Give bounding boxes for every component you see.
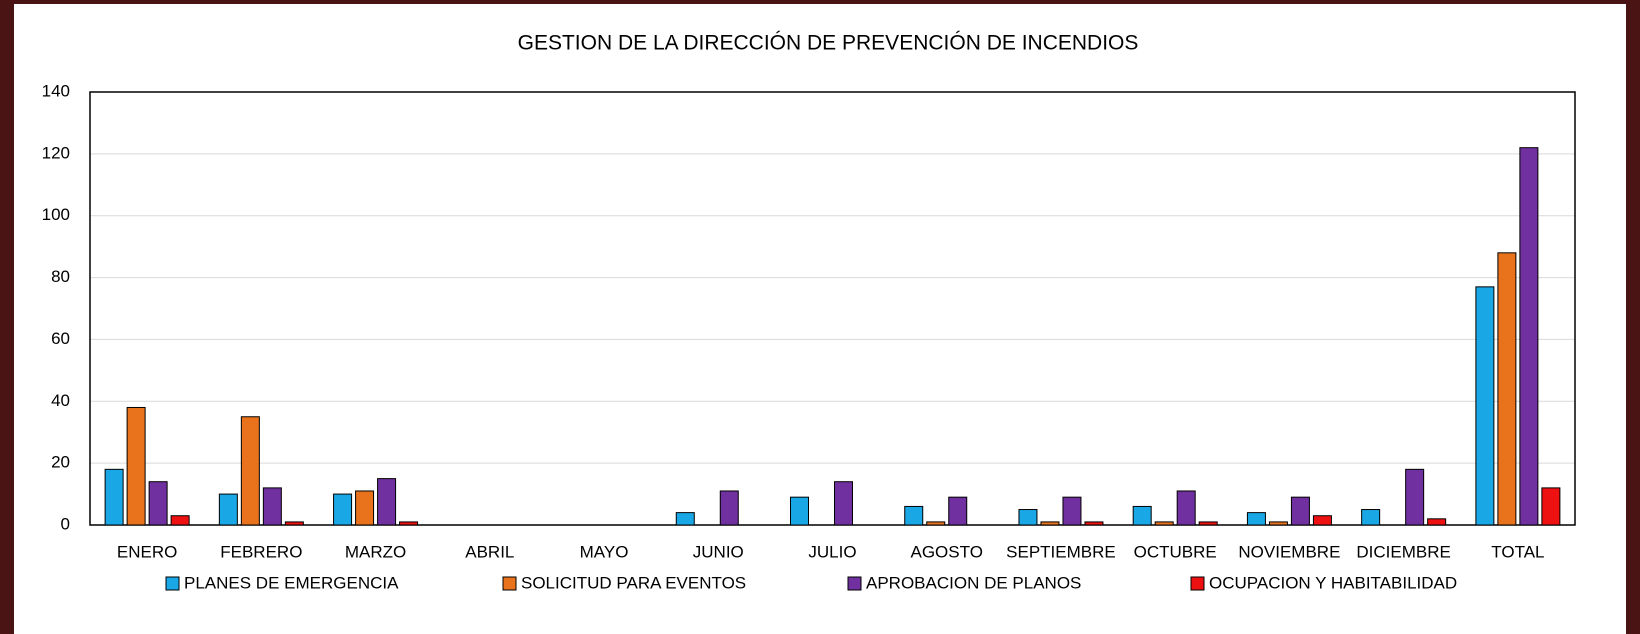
bar bbox=[904, 505, 924, 526]
legend-swatch bbox=[1190, 576, 1205, 591]
x-tick-label: SEPTIEMBRE bbox=[1006, 542, 1116, 561]
y-tick-label: 60 bbox=[51, 329, 70, 348]
bar bbox=[1497, 252, 1517, 526]
bar bbox=[218, 493, 238, 526]
legend-swatch bbox=[502, 576, 517, 591]
bar bbox=[1246, 512, 1266, 526]
bar bbox=[148, 481, 168, 526]
x-tick-label: JUNIO bbox=[693, 542, 744, 561]
x-tick-label: OCTUBRE bbox=[1134, 542, 1217, 561]
bar bbox=[104, 468, 124, 526]
bar bbox=[284, 521, 304, 526]
bar bbox=[399, 521, 419, 526]
bar bbox=[1405, 468, 1425, 526]
bar bbox=[948, 496, 968, 526]
legend-label: OCUPACION Y HABITABILIDAD bbox=[1209, 573, 1457, 592]
y-tick-label: 40 bbox=[51, 391, 70, 410]
legend-swatch bbox=[847, 576, 862, 591]
bar bbox=[377, 478, 397, 526]
bar bbox=[1040, 521, 1060, 526]
y-tick-label: 80 bbox=[51, 267, 70, 286]
x-tick-label: ABRIL bbox=[465, 542, 514, 561]
x-tick-label: ENERO bbox=[117, 542, 177, 561]
bar bbox=[170, 515, 190, 526]
bar bbox=[1154, 521, 1174, 526]
bar bbox=[1361, 509, 1381, 526]
bar bbox=[1541, 487, 1561, 526]
bar bbox=[719, 490, 739, 526]
bar bbox=[1290, 496, 1310, 526]
chart-panel bbox=[14, 4, 1626, 634]
x-tick-label: MARZO bbox=[345, 542, 406, 561]
bar bbox=[1519, 147, 1539, 526]
plot-border bbox=[89, 91, 1576, 526]
bar bbox=[240, 416, 260, 526]
legend-swatch bbox=[165, 576, 180, 591]
x-tick-label: MAYO bbox=[580, 542, 629, 561]
bar bbox=[126, 406, 146, 526]
y-tick-label: 0 bbox=[61, 514, 70, 533]
bar bbox=[1268, 521, 1288, 526]
bar bbox=[333, 493, 353, 526]
bar bbox=[1176, 490, 1196, 526]
bar bbox=[1198, 521, 1218, 526]
bar bbox=[790, 496, 809, 526]
bar bbox=[1062, 496, 1082, 526]
bar bbox=[926, 521, 946, 526]
bar bbox=[1312, 515, 1332, 526]
bar bbox=[262, 487, 282, 526]
y-tick-label: 20 bbox=[51, 453, 70, 472]
legend-label: APROBACION DE PLANOS bbox=[866, 573, 1081, 592]
bar bbox=[834, 481, 853, 526]
bar bbox=[1475, 286, 1495, 526]
bar bbox=[1018, 509, 1038, 526]
bar bbox=[355, 490, 375, 526]
x-tick-label: TOTAL bbox=[1491, 542, 1544, 561]
y-tick-label: 120 bbox=[42, 143, 70, 162]
x-tick-label: JULIO bbox=[808, 542, 856, 561]
y-tick-label: 100 bbox=[42, 205, 70, 224]
x-tick-label: AGOSTO bbox=[911, 542, 983, 561]
bar bbox=[1084, 521, 1104, 526]
legend-label: SOLICITUD PARA EVENTOS bbox=[521, 573, 746, 592]
x-tick-label: FEBRERO bbox=[220, 542, 302, 561]
legend-label: PLANES DE EMERGENCIA bbox=[184, 573, 399, 592]
bar bbox=[1132, 505, 1152, 526]
bar bbox=[1427, 518, 1447, 526]
x-tick-label: NOVIEMBRE bbox=[1238, 542, 1340, 561]
bar bbox=[675, 512, 695, 526]
chart-title: GESTION DE LA DIRECCIÓN DE PREVENCIÓN DE… bbox=[518, 32, 1139, 55]
x-tick-label: DICIEMBRE bbox=[1356, 542, 1450, 561]
y-tick-label: 140 bbox=[42, 81, 70, 100]
